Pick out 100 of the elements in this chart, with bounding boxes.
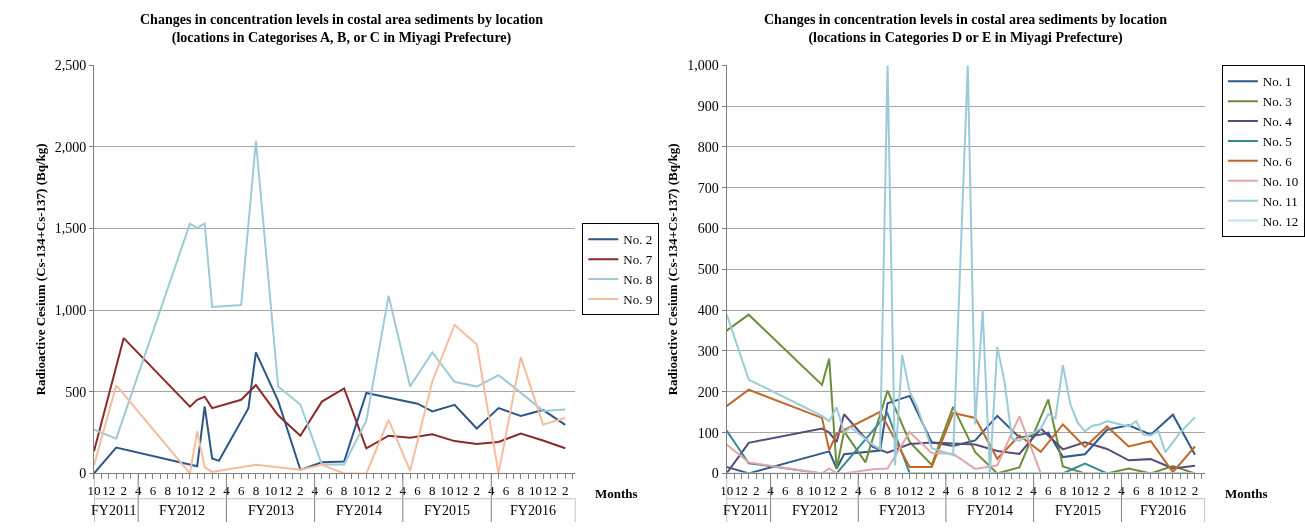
x2-tick-label: FY2011: [91, 503, 137, 518]
y-tick-label: 2,500: [54, 58, 87, 74]
legend-label: No. 11: [1262, 193, 1298, 209]
y-tick-label: 1,000: [54, 303, 87, 319]
x-tick-label: 8: [164, 483, 171, 499]
x-tick-label: 12: [102, 483, 116, 499]
x2-tick-label: FY2016: [1140, 503, 1186, 518]
x-tick-label: 10: [175, 483, 189, 499]
legend-label: No. 1: [1262, 74, 1292, 90]
x-tick-label: 6: [414, 483, 422, 499]
x-tick-label: 10: [264, 483, 278, 499]
y-tick-label: 500: [65, 384, 87, 400]
legend-label: No. 7: [623, 252, 653, 268]
x-axis-title: Months: [595, 486, 638, 501]
x-tick-label: 2: [473, 483, 481, 499]
x-tick-label: 6: [869, 483, 877, 499]
x-tick-label: 10: [895, 483, 909, 499]
y-tick-label: 0: [711, 466, 719, 482]
x-tick-label: 2: [208, 483, 216, 499]
x-tick-label: 12: [190, 483, 204, 499]
y-tick-label: 2,000: [54, 139, 87, 155]
x-tick-label: 6: [326, 483, 334, 499]
x-tick-label: 12: [1085, 483, 1099, 499]
x2-tick-label: FY2012: [159, 503, 205, 518]
x-tick-label: 4: [1118, 483, 1126, 499]
y-tick-label: 200: [697, 384, 719, 400]
x-tick-label: 2: [840, 483, 848, 499]
x-tick-label: 8: [1059, 483, 1067, 499]
legend-label: No. 9: [623, 292, 653, 308]
x-tick-label: 4: [399, 483, 407, 499]
x-tick-label: 4: [488, 483, 496, 499]
line-series: [93, 323, 567, 474]
y-tick-label: 900: [697, 99, 719, 115]
x-tick-label: 10: [87, 483, 101, 499]
y-tick-label: 500: [697, 262, 719, 278]
x-tick-label: 2: [120, 483, 127, 499]
x-tick-label: 2: [928, 483, 935, 499]
x-tick-label: 2: [1191, 483, 1199, 499]
x-tick-label: 2: [297, 483, 304, 499]
y-tick-label: 100: [697, 425, 719, 441]
y-tick-label: 1,000: [687, 58, 719, 74]
x-tick-label: 12: [822, 483, 836, 499]
x-tick-label: 12: [1173, 483, 1187, 499]
x-tick-label: 2: [752, 483, 760, 499]
x2-tick-label: FY2013: [248, 503, 294, 518]
y-tick-label: 600: [697, 221, 719, 237]
x-tick-label: 4: [134, 483, 142, 499]
legend-label: No. 10: [1262, 173, 1299, 189]
x-tick-label: 12: [543, 483, 557, 499]
x-tick-label: 6: [1132, 483, 1140, 499]
x-tick-label: 12: [910, 483, 924, 499]
legend-label: No. 12: [1262, 213, 1299, 229]
x-tick-label: 10: [983, 483, 997, 499]
x-tick-label: 6: [502, 483, 510, 499]
y-axis-title: Radioactive Cesium (Cs-134+Cs-137) (Bq/kg): [665, 143, 681, 396]
x2-tick-label: FY2016: [510, 503, 556, 518]
x-axis-title: Months: [1225, 486, 1268, 501]
x2-tick-label: FY2012: [792, 503, 838, 518]
x-tick-label: 12: [998, 483, 1012, 499]
x-tick-label: 2: [1016, 483, 1023, 499]
x-tick-label: 12: [734, 483, 748, 499]
x-tick-label: 10: [1158, 483, 1172, 499]
x2-tick-label: FY2015: [1055, 503, 1101, 518]
y-tick-label: 700: [697, 180, 719, 196]
x-tick-label: 12: [367, 483, 381, 499]
x-tick-label: 12: [455, 483, 469, 499]
x2-tick-label: FY2011: [723, 503, 769, 518]
x-tick-label: 10: [720, 483, 734, 499]
x-tick-label: 8: [517, 483, 525, 499]
y-tick-label: 300: [697, 343, 719, 359]
legend-label: No. 3: [1262, 94, 1292, 110]
line-series: [93, 139, 567, 466]
x-tick-label: 8: [1147, 483, 1155, 499]
chart-title: Changes in concentration levels in costal area sediments by location (locations in Categories D or E in Miyagi Prefecture): [764, 12, 1168, 47]
y-tick-label: 400: [697, 303, 719, 319]
line-series: [93, 337, 567, 453]
x-tick-label: 8: [429, 483, 436, 499]
x-tick-label: 6: [781, 483, 789, 499]
x2-tick-label: FY2014: [967, 503, 1013, 518]
x-tick-label: 8: [796, 483, 804, 499]
x-tick-label: 10: [352, 483, 366, 499]
x-tick-label: 4: [223, 483, 231, 499]
x-tick-label: 10: [808, 483, 822, 499]
legend-label: No. 6: [1262, 153, 1293, 169]
x-tick-label: 6: [237, 483, 245, 499]
legend-label: No. 4: [1262, 114, 1293, 130]
x2-tick-label: FY2015: [424, 503, 470, 518]
x-tick-label: 12: [278, 483, 292, 499]
line-series: [93, 351, 567, 474]
legend-label: No. 2: [623, 232, 653, 248]
chart-title: Changes in concentration levels in costal area sediments by location (locations in Categorises A, B, or C in Miyagi Prefecture): [140, 12, 544, 47]
x-tick-label: 2: [1103, 483, 1111, 499]
x2-tick-label: FY2013: [879, 503, 925, 518]
y-tick-label: 800: [697, 139, 719, 155]
x-tick-label: 4: [767, 483, 775, 499]
x-tick-label: 10: [529, 483, 543, 499]
x-tick-label: 4: [311, 483, 319, 499]
x-tick-label: 8: [884, 483, 891, 499]
x-tick-label: 4: [855, 483, 862, 499]
x-tick-label: 8: [971, 483, 979, 499]
